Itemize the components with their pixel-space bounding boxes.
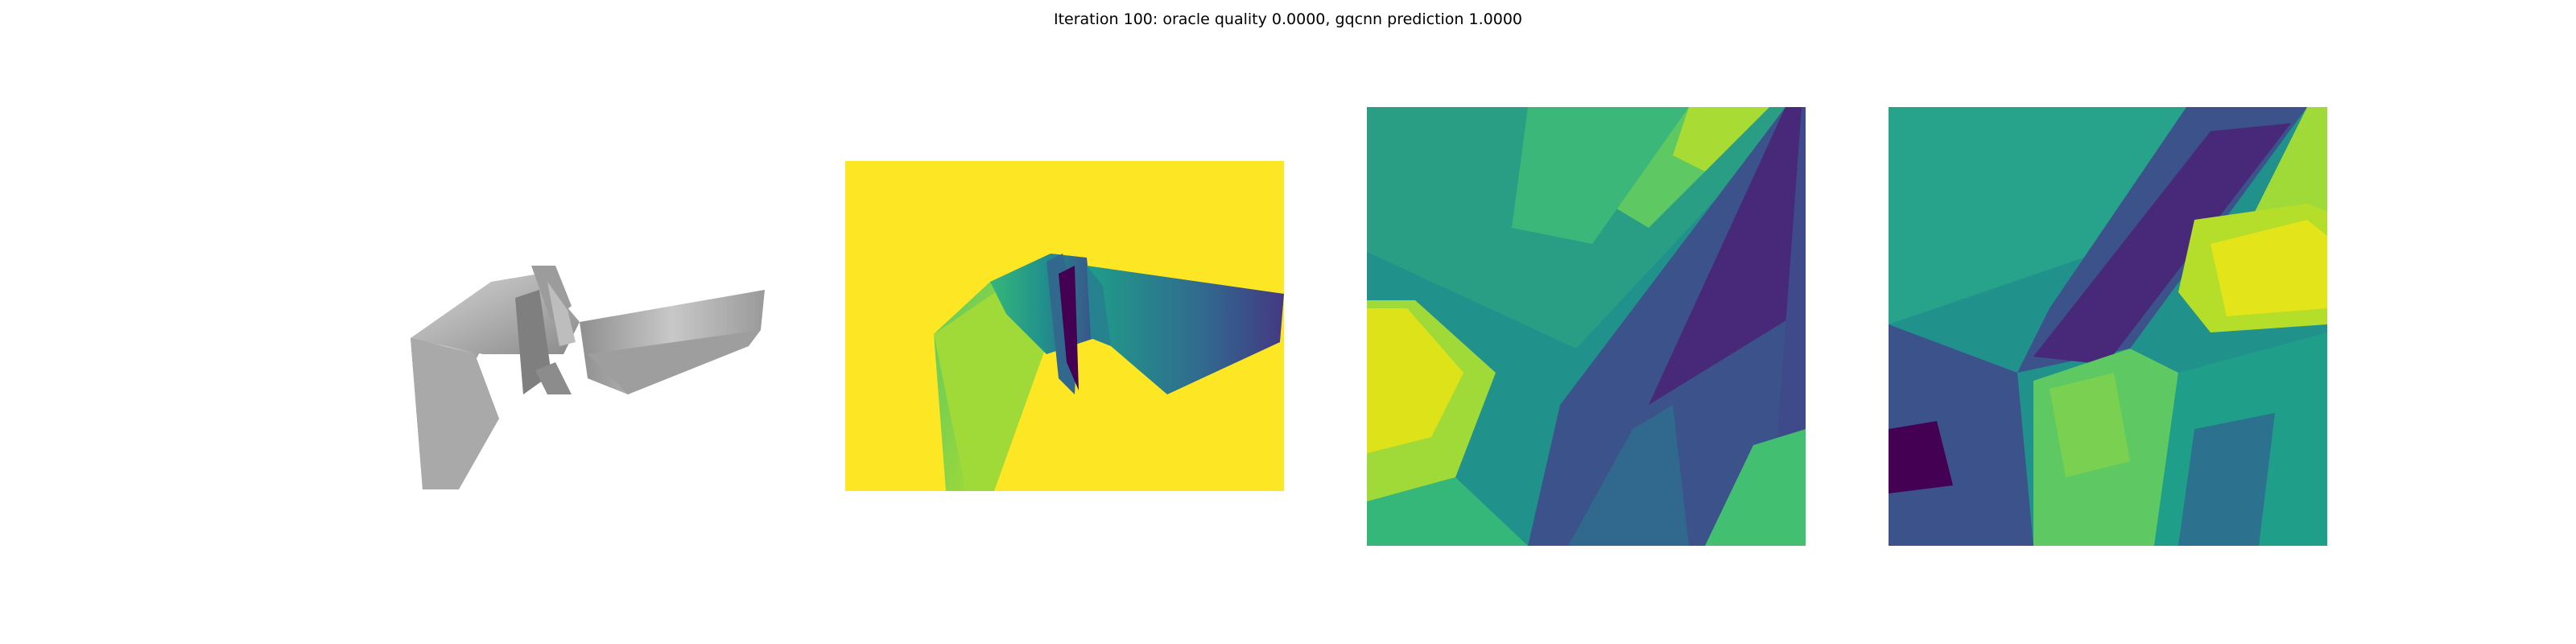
figure-title: Iteration 100: oracle quality 0.0000, gq… [1053,10,1522,28]
depth-crop-panel-1 [1367,107,1806,546]
object-mesh-image [411,266,765,489]
depth-image-panel [845,161,1284,491]
depth-crop-panel-2 [1889,107,2327,546]
depth-crop-image [1889,107,2327,546]
rendered-object-panel [378,233,773,507]
depth-map-image [845,161,1284,491]
depth-crop-image [1367,107,1806,546]
